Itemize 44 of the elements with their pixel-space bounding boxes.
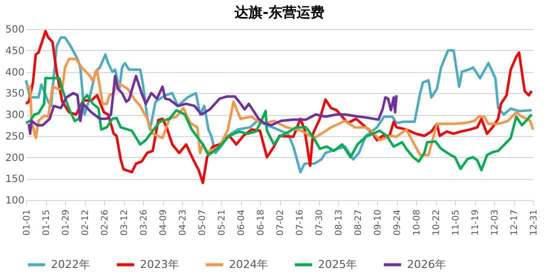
x-tick-label: 02-26 bbox=[100, 209, 110, 236]
x-tick-label: 05-21 bbox=[218, 210, 228, 236]
x-tick-label: 02-12 bbox=[81, 210, 91, 236]
y-tick-label: 100 bbox=[5, 196, 24, 206]
legend-label: 2025年 bbox=[318, 258, 357, 271]
x-tick-label: 07-30 bbox=[315, 209, 325, 236]
x-tick-label: 08-13 bbox=[334, 210, 344, 236]
x-tick-label: 10-08 bbox=[412, 209, 422, 236]
y-tick-label: 150 bbox=[5, 174, 24, 186]
x-tick-label: 12-17 bbox=[510, 210, 520, 236]
x-tick-label: 12-03 bbox=[490, 210, 500, 236]
x-tick-label: 03-26 bbox=[140, 209, 150, 236]
x-tick-label: 01-29 bbox=[62, 209, 72, 236]
x-tick-label: 10-22 bbox=[432, 210, 442, 236]
x-tick-label: 07-02 bbox=[276, 210, 286, 236]
legend-label: 2022年 bbox=[51, 258, 90, 271]
x-tick-label: 05-07 bbox=[198, 210, 208, 236]
line-series bbox=[28, 74, 398, 135]
x-tick-label: 01-15 bbox=[42, 210, 52, 236]
x-tick-label: 04-09 bbox=[159, 209, 169, 236]
line-series bbox=[24, 76, 533, 172]
x-tick-label: 11-05 bbox=[452, 210, 462, 236]
x-tick-label: 04-23 bbox=[178, 210, 188, 236]
y-tick-label: 350 bbox=[5, 88, 24, 100]
chart-title: 达旗-东营运费 bbox=[234, 4, 324, 21]
x-tick-label: 07-16 bbox=[296, 209, 306, 236]
x-tick-label: 09-24 bbox=[393, 209, 403, 236]
x-tick-label: 11-19 bbox=[471, 209, 481, 236]
x-tick-label: 01-01 bbox=[22, 210, 32, 236]
legend-label: 2026年 bbox=[407, 258, 446, 271]
x-tick-label: 06-04 bbox=[237, 209, 247, 236]
x-tick-label: 03-12 bbox=[120, 210, 130, 236]
x-tick-label: 12-31 bbox=[530, 210, 540, 236]
y-tick-label: 200 bbox=[5, 152, 24, 164]
x-tick-label: 08-27 bbox=[354, 210, 364, 236]
legend-label: 2023年 bbox=[140, 258, 179, 271]
legend-label: 2024年 bbox=[229, 258, 268, 271]
x-tick-label: 06-18 bbox=[256, 209, 266, 236]
y-tick-label: 400 bbox=[5, 67, 24, 78]
y-tick-label: 450 bbox=[5, 46, 24, 57]
y-tick-label: 300 bbox=[5, 110, 24, 121]
y-tick-label: 500 bbox=[5, 24, 24, 36]
y-tick-label: 250 bbox=[5, 131, 24, 142]
x-tick-label: 09-10 bbox=[374, 209, 384, 236]
